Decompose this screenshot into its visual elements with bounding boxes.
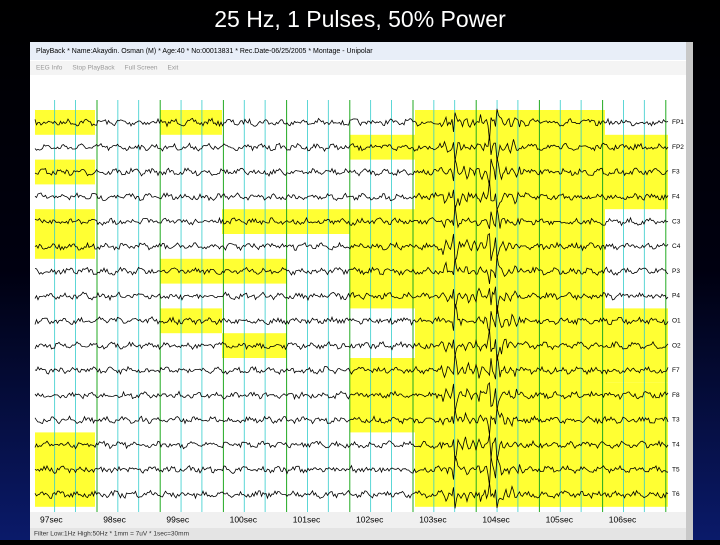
menu-item[interactable]: Full Screen bbox=[125, 65, 158, 72]
time-bar bbox=[30, 512, 693, 528]
eeg-trace bbox=[34, 353, 669, 380]
time-label: 97sec bbox=[40, 514, 63, 524]
channel-label: F7 bbox=[672, 367, 680, 374]
eeg-trace bbox=[34, 255, 669, 284]
highlight bbox=[350, 234, 415, 309]
time-label: 99sec bbox=[166, 514, 189, 524]
highlight bbox=[35, 209, 95, 259]
eeg-trace bbox=[34, 434, 669, 462]
channel-label: FP2 bbox=[672, 144, 684, 151]
eeg-trace bbox=[34, 456, 669, 486]
channel-label: T4 bbox=[672, 442, 680, 449]
eeg-trace bbox=[34, 205, 669, 230]
eeg-trace bbox=[34, 303, 669, 333]
time-label: 98sec bbox=[103, 514, 126, 524]
menu: EEG Info Stop PlayBack Full Screen Exit bbox=[36, 65, 179, 72]
eeg-trace bbox=[34, 482, 669, 509]
status-text: Filter Low:1Hz High:50Hz * 1mm = 7uV * 1… bbox=[34, 531, 189, 538]
eeg-trace bbox=[34, 135, 669, 162]
eeg-trace bbox=[34, 232, 669, 262]
traces bbox=[34, 108, 669, 509]
eeg-trace bbox=[34, 407, 669, 435]
time-labels: 97sec 98sec 99sec 100sec 101sec 102sec 103sec 1… bbox=[40, 514, 637, 524]
time-label: 106sec bbox=[609, 514, 637, 524]
time-label: 103sec bbox=[419, 514, 447, 524]
window-title: PlayBack * Name:Akaydin. Osman (M) * Age… bbox=[36, 48, 373, 55]
time-label: 104sec bbox=[482, 514, 510, 524]
highlight bbox=[160, 308, 222, 334]
status-bar bbox=[30, 528, 693, 540]
menu-item[interactable]: Stop PlayBack bbox=[72, 65, 115, 72]
channel-label: O1 bbox=[672, 318, 681, 325]
channel-label: T5 bbox=[672, 466, 680, 473]
eeg-trace bbox=[34, 108, 669, 141]
channel-label: F4 bbox=[672, 194, 680, 201]
channel-label: P3 bbox=[672, 268, 680, 275]
time-label: 102sec bbox=[356, 514, 384, 524]
channel-labels: FP1 FP2 F3 F4 C3 C4 P3 P4 O1 O2 F7 F8 T3 T4 T5 T6 bbox=[672, 119, 684, 498]
eeg-trace bbox=[34, 381, 669, 412]
channel-label: C4 bbox=[672, 243, 681, 250]
channel-label: O2 bbox=[672, 342, 681, 349]
channel-label: T3 bbox=[672, 417, 680, 424]
eeg-trace bbox=[34, 157, 669, 186]
menu-item[interactable]: Exit bbox=[168, 65, 179, 72]
channel-label: F8 bbox=[672, 392, 680, 399]
channel-label: FP1 bbox=[672, 119, 684, 126]
slide-title: 25 Hz, 1 Pulses, 50% Power bbox=[214, 6, 506, 32]
time-label: 105sec bbox=[546, 514, 574, 524]
channel-label: C3 bbox=[672, 218, 681, 225]
eeg-trace bbox=[34, 286, 669, 315]
scrollbar bbox=[686, 42, 693, 540]
highlight bbox=[35, 159, 95, 185]
eeg-trace bbox=[34, 180, 669, 212]
menu-item[interactable]: EEG Info bbox=[36, 65, 63, 72]
time-label: 101sec bbox=[293, 514, 321, 524]
channel-label: T6 bbox=[672, 491, 680, 498]
channel-label: F3 bbox=[672, 169, 680, 176]
highlight bbox=[540, 382, 668, 507]
menu-bar bbox=[30, 61, 693, 75]
time-label: 100sec bbox=[230, 514, 258, 524]
channel-label: P4 bbox=[672, 293, 680, 300]
eeg-trace bbox=[34, 329, 669, 361]
title-bar bbox=[30, 42, 693, 60]
